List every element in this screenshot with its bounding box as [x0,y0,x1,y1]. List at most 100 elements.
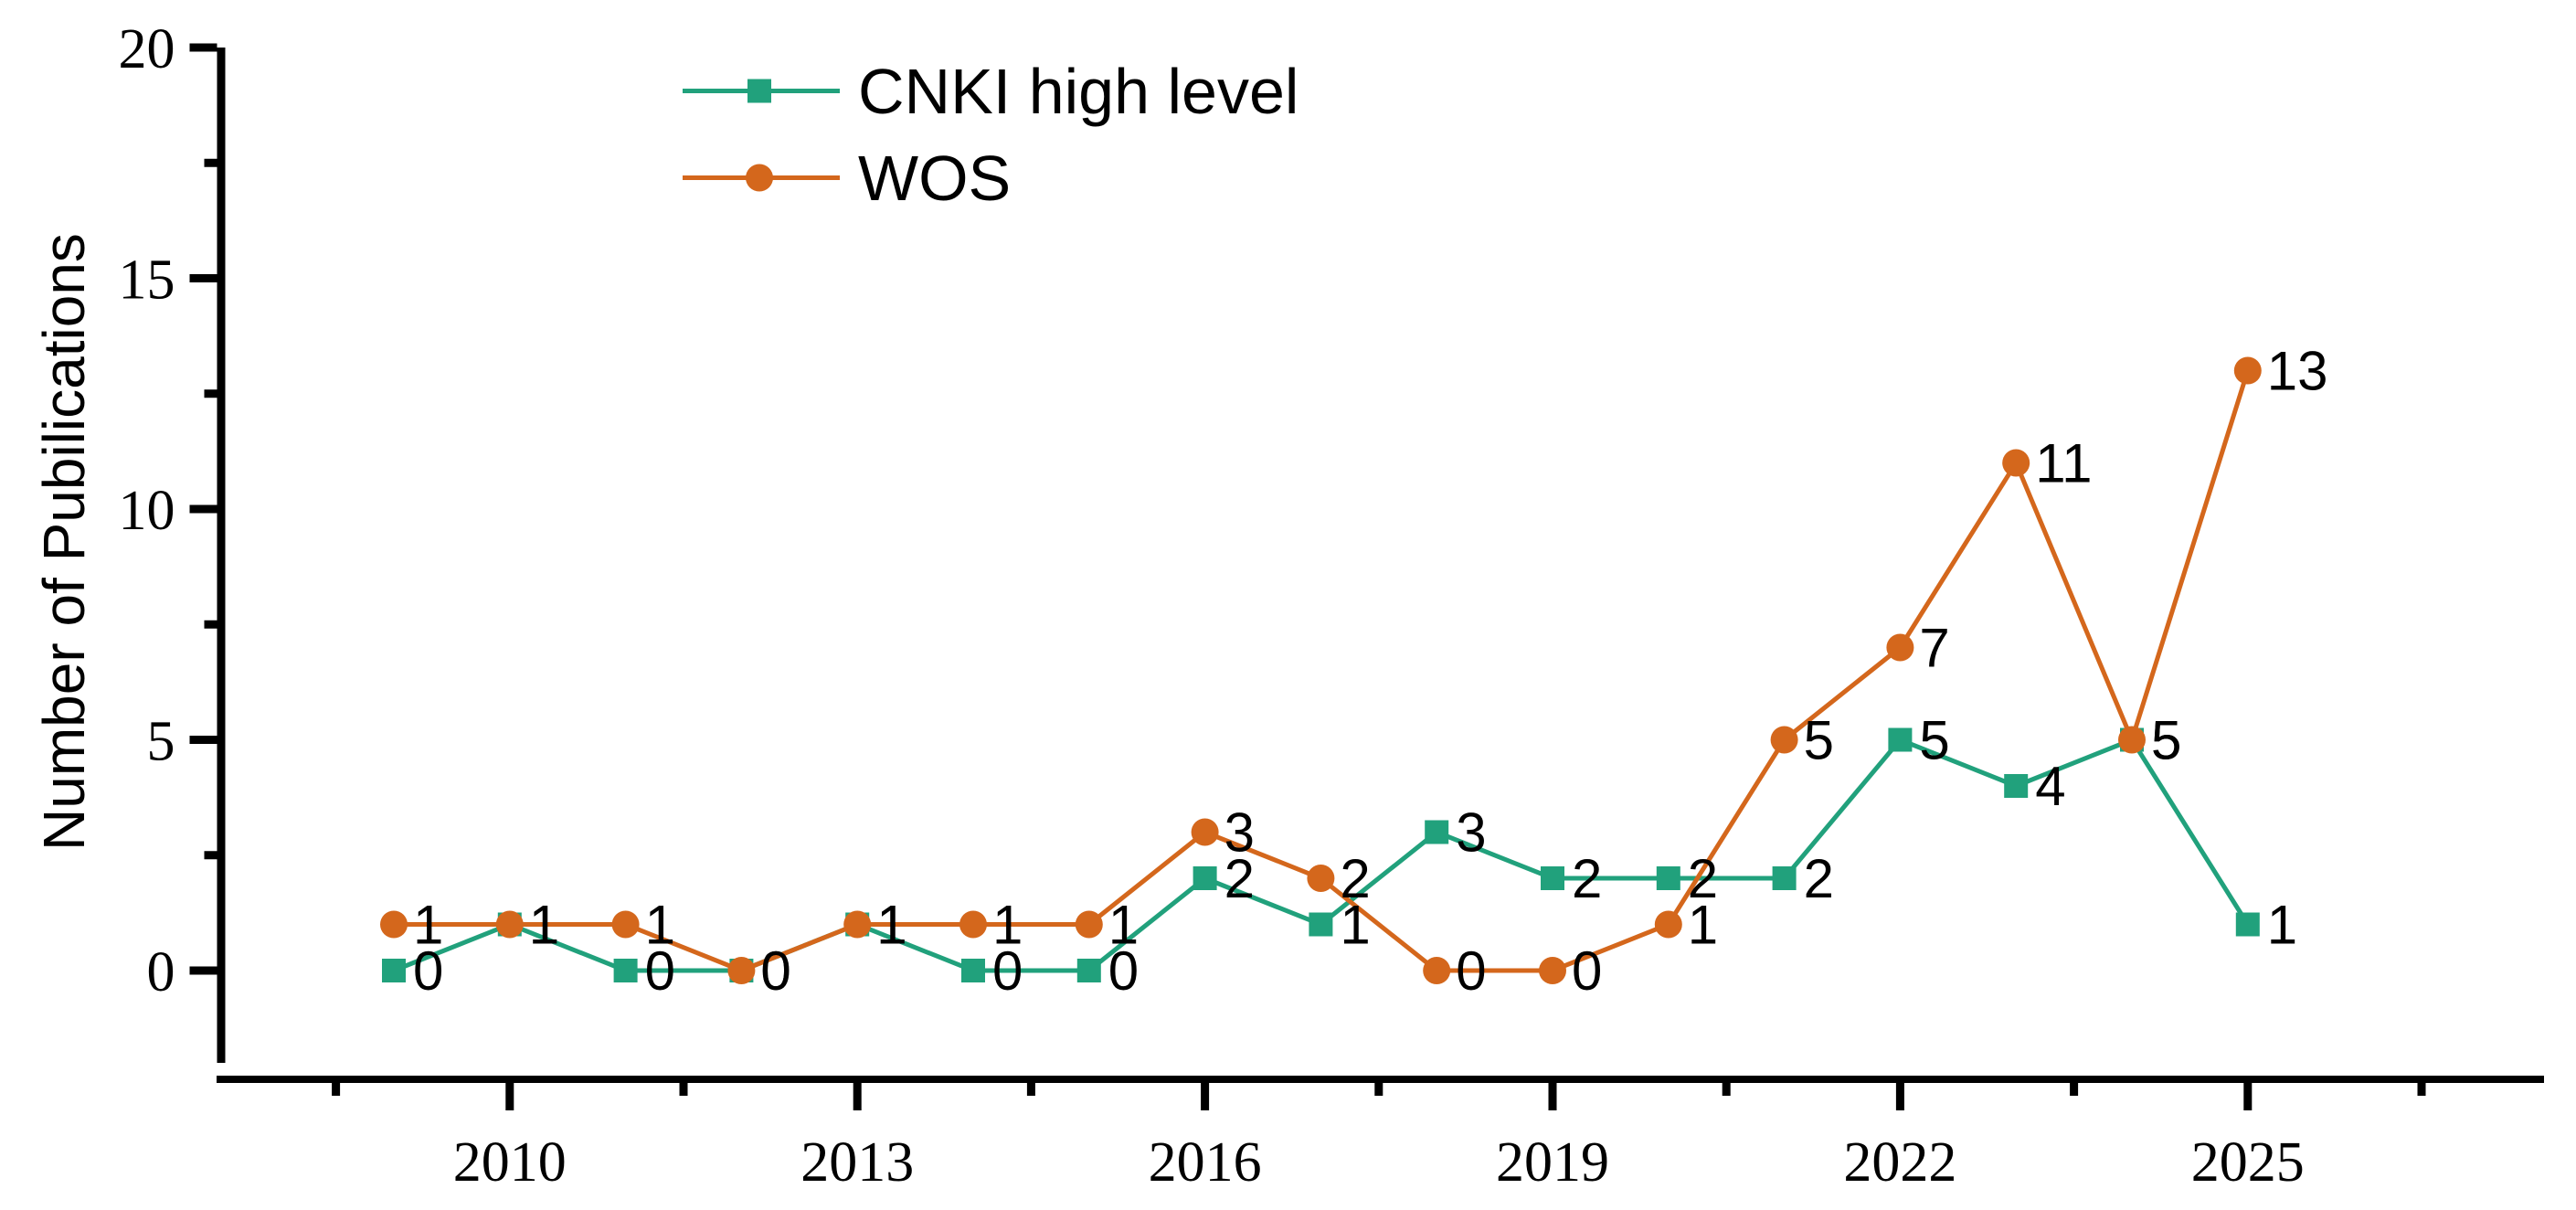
data-point-marker-wos [1886,633,1914,662]
data-point-marker-cnki-high-level [613,959,638,982]
y-minor-tick [204,158,217,167]
legend-label-wos: WOS [858,142,1012,214]
x-minor-tick [1026,1083,1035,1096]
data-point-marker-wos [2002,449,2030,477]
data-point-marker-wos [1539,957,1566,984]
x-minor-tick [332,1083,341,1096]
data-point-label-cnki-high-level: 0 [992,940,1023,1002]
data-point-marker-wos [2233,356,2262,385]
data-point-marker-cnki-high-level [1193,866,1217,890]
y-tick-label: 20 [119,18,175,80]
x-minor-tick [679,1083,688,1096]
data-point-label-cnki-high-level: 1 [2267,895,2297,956]
data-point-label-cnki-high-level: 5 [2151,710,2181,771]
data-point-marker-wos [1191,818,1219,846]
legend-label-cnki-high-level: CNKI high level [858,55,1299,127]
y-major-tick [189,504,217,514]
y-minor-tick [204,620,217,629]
data-point-label-wos: 1 [876,895,906,956]
data-point-label-cnki-high-level: 2 [1688,848,1718,909]
data-point-label-cnki-high-level: 4 [2035,756,2065,817]
x-tick-label: 2022 [1843,1131,1956,1194]
data-point-label-wos: 1 [413,895,443,956]
data-point-label-cnki-high-level: 1 [876,895,906,956]
y-major-tick [189,274,217,282]
y-axis-title: Number of Pubilications [31,233,97,851]
y-major-tick [189,736,217,744]
data-point-label-wos: 2 [1340,848,1370,909]
legend-item-cnki-high-level: CNKI high level [679,48,1299,134]
x-tick-label: 2010 [453,1131,567,1194]
data-point-marker-cnki-high-level [1541,866,1564,890]
x-major-tick [1201,1083,1210,1110]
y-minor-tick [204,389,217,398]
legend-line-circle-icon [683,164,840,192]
data-point-marker-cnki-high-level [1656,866,1680,890]
data-point-marker-wos [959,910,987,939]
data-point-marker-cnki-high-level [2235,912,2260,937]
data-point-marker-cnki-high-level [1309,912,1333,937]
legend-item-wos: WOS [679,134,1299,221]
data-point-label-wos: 5 [2151,710,2181,771]
y-tick-label: 15 [119,249,175,312]
data-point-label-cnki-high-level: 1 [1340,895,1370,956]
x-tick-label: 2013 [800,1131,914,1194]
data-point-label-cnki-high-level: 2 [1804,848,1834,909]
data-point-label-wos: 0 [760,940,790,1002]
data-point-label-wos: 3 [1224,802,1255,864]
data-point-marker-wos [380,910,408,939]
data-point-label-cnki-high-level: 0 [760,940,790,1002]
legend-line-square-icon [683,79,840,103]
x-tick-label: 2019 [1496,1131,1609,1194]
y-tick-label: 10 [119,480,175,542]
x-major-tick [2243,1083,2253,1110]
x-major-tick [853,1083,862,1110]
data-point-label-wos: 11 [2035,433,2092,494]
legend-square-marker-icon [747,79,771,103]
data-point-label-cnki-high-level: 1 [529,895,559,956]
data-point-label-cnki-high-level: 0 [1108,940,1139,1002]
x-tick-label: 2025 [2191,1131,2305,1194]
data-point-marker-cnki-high-level [1772,866,1797,890]
data-point-marker-cnki-high-level [382,959,406,982]
data-point-marker-cnki-high-level [1425,820,1449,844]
data-point-label-cnki-high-level: 0 [413,940,443,1002]
data-point-label-cnki-high-level: 5 [1919,710,1949,771]
data-point-marker-cnki-high-level [961,959,985,982]
data-point-label-wos: 1 [1108,895,1139,956]
data-point-label-wos: 1 [992,895,1023,956]
legend: CNKI high level WOS [679,48,1299,221]
data-point-marker-cnki-high-level [1076,959,1101,982]
data-point-label-wos: 0 [1456,940,1486,1002]
data-point-label-cnki-high-level: 2 [1572,848,1602,909]
x-major-tick [1548,1083,1557,1110]
x-minor-tick [2070,1083,2079,1096]
data-point-marker-wos [843,910,872,939]
y-major-tick [189,966,217,975]
data-point-label-cnki-high-level: 2 [1224,848,1255,909]
data-point-marker-wos [1654,910,1682,939]
x-axis-spine [217,1076,2544,1083]
x-major-tick [505,1083,514,1110]
x-minor-tick [1374,1083,1383,1096]
x-minor-tick [1722,1083,1731,1096]
data-point-label-wos: 0 [1572,940,1602,1002]
y-axis-spine [217,48,226,1063]
x-tick-label: 2016 [1149,1131,1262,1194]
x-minor-tick [2417,1083,2426,1096]
data-point-marker-cnki-high-level [1888,727,1913,752]
data-point-marker-wos [2118,726,2146,754]
data-point-label-wos: 1 [645,895,675,956]
y-minor-tick [204,851,217,860]
data-point-marker-wos [1075,910,1103,939]
data-point-label-cnki-high-level: 3 [1456,802,1486,864]
data-point-label-wos: 5 [1804,710,1834,771]
y-tick-label: 5 [147,711,175,773]
data-point-marker-cnki-high-level [2004,774,2029,798]
x-major-tick [1895,1083,1904,1110]
data-point-marker-wos [1770,726,1798,754]
data-point-marker-wos [611,910,640,939]
data-point-marker-wos [1307,865,1335,892]
